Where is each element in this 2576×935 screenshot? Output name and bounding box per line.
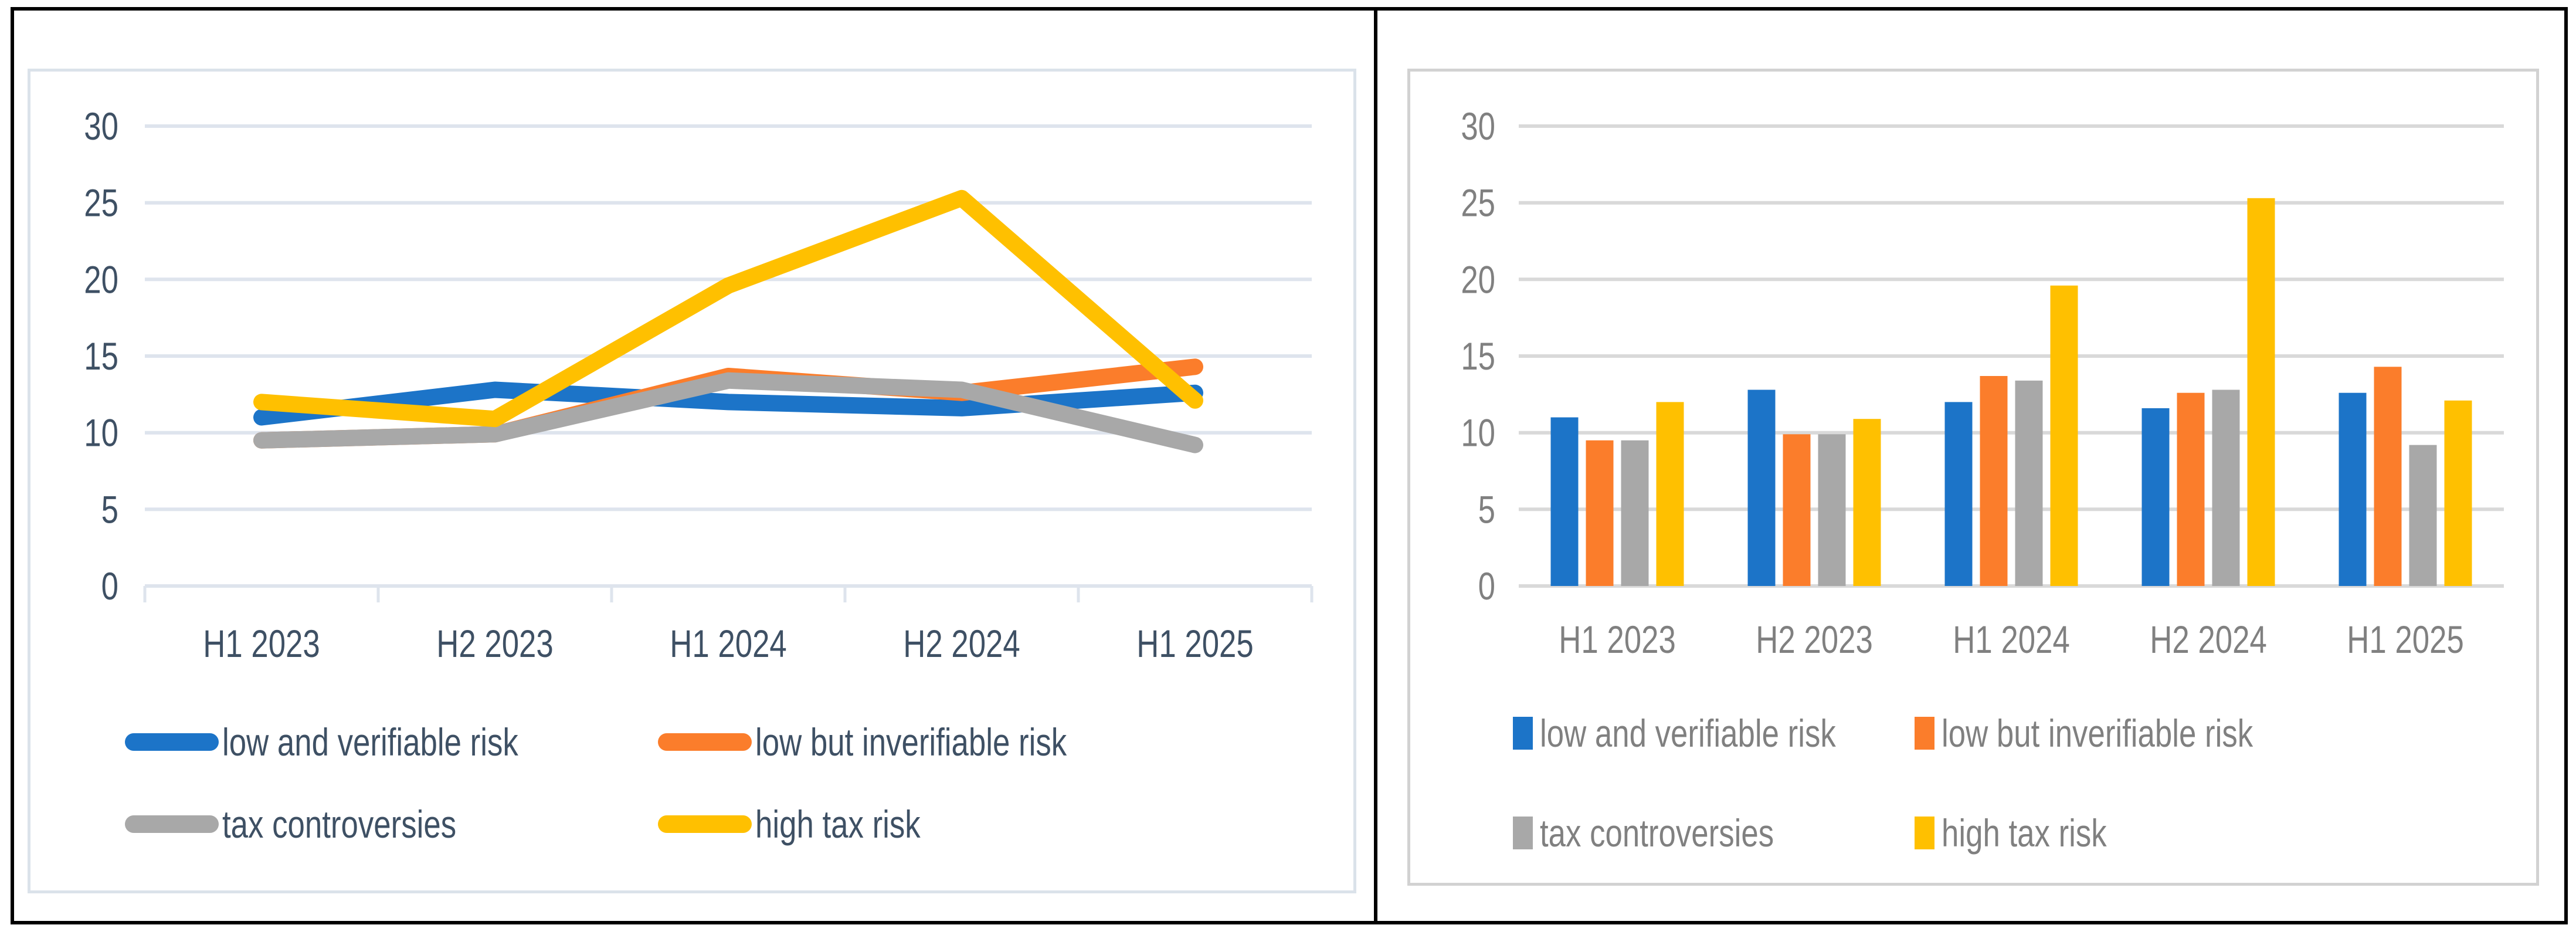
bar — [2015, 380, 2043, 586]
panel-divider — [1374, 7, 1377, 924]
series-swatch-line — [125, 815, 219, 833]
y-axis-tick-label: 20 — [84, 258, 118, 301]
series-swatch-line — [658, 733, 752, 751]
y-axis-tick-label: 0 — [101, 564, 118, 608]
x-axis-category-label: H2 2023 — [436, 622, 554, 665]
x-axis-category-label: H1 2025 — [2347, 618, 2464, 661]
bar-chart-plot: 0 5 10 15 20 25 30 H1 2023 H2 2023 H1 2024 H2 2024… — [1461, 104, 2504, 661]
x-axis-category-label: H1 2025 — [1136, 622, 1254, 665]
y-axis-tick-label: 10 — [1461, 411, 1495, 455]
x-axis-category-label: H2 2023 — [1756, 618, 1873, 661]
series-swatch-line — [658, 815, 752, 833]
y-axis-tick-label: 0 — [1478, 564, 1495, 608]
legend-item: low but inverifiable risk — [1915, 712, 2331, 755]
legend-label: high tax risk — [1942, 811, 2107, 855]
y-axis-tick-label: 30 — [84, 104, 118, 148]
line-series — [253, 189, 1203, 428]
bar — [2444, 400, 2472, 586]
bar — [1853, 419, 1881, 586]
legend-item: high tax risk — [658, 802, 962, 846]
y-axis-tick-label: 5 — [101, 488, 118, 531]
bar — [2177, 392, 2205, 586]
x-axis-category-label: H2 2024 — [2150, 618, 2267, 661]
legend-label: high tax risk — [755, 802, 921, 846]
line-series — [253, 372, 1203, 453]
bar — [2374, 367, 2402, 586]
bar — [1656, 402, 1684, 586]
bar — [1747, 389, 1776, 586]
legend-label: low and verifiable risk — [1540, 712, 1836, 755]
bar — [1621, 440, 1649, 586]
series-swatch-square — [1915, 817, 1934, 849]
legend-item: low but inverifiable risk — [658, 720, 1145, 764]
series-swatch-square — [1915, 717, 1934, 750]
x-axis-category-label: H2 2024 — [903, 622, 1020, 665]
bar — [1818, 434, 1846, 586]
x-axis-category-label: H1 2023 — [203, 622, 320, 665]
bar — [1944, 402, 1973, 586]
legend-item: tax controversies — [1513, 811, 1832, 855]
series-swatch-line — [125, 733, 219, 751]
legend-label: low and verifiable risk — [222, 720, 518, 764]
bar — [1586, 440, 1614, 586]
y-axis-tick-label: 15 — [84, 334, 118, 378]
legend-item: tax controversies — [125, 802, 515, 846]
line-chart-panel: 0 5 10 15 20 25 30 H1 2023 H2 2023 H1 2024 H2 2024… — [28, 69, 1356, 893]
bar — [2409, 445, 2437, 586]
y-axis-tick-label: 15 — [1461, 334, 1495, 378]
y-axis-tick-label: 30 — [1461, 104, 1495, 148]
legend-item: low and verifiable risk — [125, 720, 592, 764]
bar — [2247, 198, 2275, 586]
x-axis-category-label: H1 2024 — [1953, 618, 2070, 661]
bar — [2141, 408, 2170, 586]
line-chart-plot: 0 5 10 15 20 25 30 H1 2023 H2 2023 H1 2024 H2 2024… — [84, 104, 1314, 665]
x-axis-category-label: H1 2023 — [1559, 618, 1676, 661]
legend-label: low but inverifiable risk — [755, 720, 1067, 764]
y-axis-tick-label: 5 — [1478, 488, 1495, 531]
legend-label: tax controversies — [1540, 811, 1774, 855]
series-swatch-square — [1513, 817, 1533, 849]
x-axis-category-label: H1 2024 — [670, 622, 787, 665]
bar — [2339, 392, 2367, 586]
bar — [2212, 389, 2240, 586]
bar — [1980, 376, 2008, 586]
legend-label: low but inverifiable risk — [1942, 712, 2253, 755]
y-axis-tick-label: 25 — [84, 181, 118, 225]
series-swatch-square — [1513, 717, 1533, 750]
bar — [1550, 417, 1579, 586]
bar — [2050, 285, 2078, 586]
legend-item: high tax risk — [1915, 811, 2148, 855]
legend-label: tax controversies — [222, 802, 457, 846]
y-axis-tick-label: 10 — [84, 411, 118, 455]
y-axis-tick-label: 20 — [1461, 258, 1495, 301]
bar — [1783, 434, 1811, 586]
y-axis-tick-label: 25 — [1461, 181, 1495, 225]
legend-item: low and verifiable risk — [1513, 712, 1910, 755]
bar-chart-panel: 0 5 10 15 20 25 30 H1 2023 H2 2023 H1 2024 H2 2024… — [1407, 69, 2539, 886]
